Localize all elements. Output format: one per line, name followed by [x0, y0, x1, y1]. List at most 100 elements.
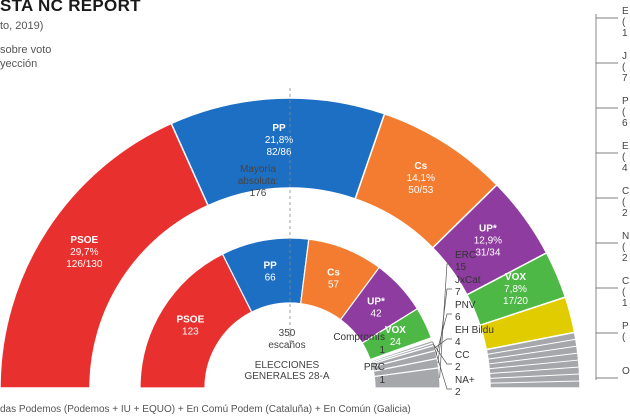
poll-right-label-line: 2 [622, 253, 628, 264]
poll-pct-label: 12,9% [474, 236, 502, 247]
poll-divider [487, 338, 576, 355]
small-party-name: ERC [455, 250, 476, 261]
small-party-seats: 1 [379, 345, 385, 356]
poll-pct-label: 14,1% [407, 173, 435, 184]
poll-segment-others [485, 331, 581, 389]
election-party-label: Cs [327, 267, 340, 278]
leader-line [435, 313, 452, 355]
election-label: ELECCIONES [255, 360, 320, 371]
poll-right-label: O [596, 366, 630, 379]
poll-right-label-line: 2 [622, 208, 628, 219]
election-arc [139, 237, 441, 389]
small-party-compromis: Compromís 1 [333, 332, 385, 356]
poll-pct-label: 7,8% [504, 284, 527, 295]
election-seats-label: 57 [328, 279, 340, 290]
election-party-label: VOX [385, 325, 406, 336]
small-party-cc: CC2 [433, 344, 469, 373]
small-party-na: NA+2 [432, 341, 475, 398]
poll-right-label-line: 4 [622, 163, 628, 174]
poll-right-label-line: C [622, 276, 629, 287]
leader-line [433, 344, 452, 365]
total-seats-label: 350 [279, 328, 296, 339]
election-party-label: UP* [367, 297, 385, 308]
small-party-name: PNV [455, 300, 476, 311]
poll-seats-label: 50/53 [408, 185, 433, 196]
small-party-name: JxCat [455, 275, 481, 286]
chart-title: STA NC REPORT [0, 0, 141, 15]
poll-right-label: C(2 [596, 186, 629, 219]
poll-right-label-line: ( [622, 17, 626, 28]
election-party-label: PSOE [176, 315, 204, 326]
poll-divider [489, 366, 580, 375]
poll-pct-label: 21,8% [265, 135, 293, 146]
poll-right-label: P(6 [596, 96, 629, 129]
poll-right-label-line: P [622, 96, 629, 107]
poll-seats-label: 31/34 [475, 248, 500, 259]
leader-line [439, 263, 452, 378]
poll-right-label: E(4 [596, 141, 629, 174]
chart-labels: PSOE29,7%126/130PP21,8%82/86Cs14,1%50/53… [66, 6, 630, 398]
poll-party-label: VOX [505, 272, 526, 283]
majority-label: 176 [250, 188, 267, 199]
election-label: GENERALES 28-A [244, 371, 329, 382]
poll-right-label-line: ( [622, 197, 626, 208]
legend-note-2: yección [0, 58, 38, 70]
date-note: to, 2019) [0, 20, 44, 32]
poll-right-label-line: 1 [622, 298, 628, 309]
poll-right-label: J(7 [596, 51, 628, 84]
poll-arc [0, 97, 581, 389]
small-party-name: NA+ [455, 375, 475, 386]
leader-line [437, 288, 452, 364]
leader-line [434, 338, 452, 349]
poll-seats-label: 82/86 [266, 147, 291, 158]
election-seats-label: 24 [390, 337, 402, 348]
small-party-seats: 4 [455, 337, 461, 348]
election-seats-label: 42 [370, 309, 382, 320]
poll-divider [488, 352, 578, 365]
total-seats-label: escaños [268, 340, 305, 351]
small-party-name: EH Bildu [455, 325, 494, 336]
small-party-seats: 2 [455, 387, 461, 398]
poll-right-label-line: E [622, 141, 629, 152]
small-party-name: CC [455, 350, 469, 361]
poll-right-label-line: C [622, 186, 629, 197]
small-party-name: PRC [364, 362, 385, 373]
leader-line [432, 341, 452, 390]
poll-party-label: PSOE [70, 235, 98, 246]
poll-right-label-line: 6 [622, 118, 628, 129]
poll-right-label: P( [596, 321, 629, 343]
small-party-seats: 15 [455, 262, 467, 273]
poll-right-label: N(2 [596, 231, 629, 264]
poll-divider [489, 380, 580, 384]
poll-party-label: Cs [414, 161, 427, 172]
poll-right-label-line: E [622, 6, 629, 17]
poll-right-label: E(1 [596, 6, 629, 39]
poll-right-label-line: ( [622, 242, 626, 253]
legend-note-1: sobre voto [0, 44, 52, 56]
poll-right-label-line: ( [622, 107, 626, 118]
election-label-up: UP*42 [367, 297, 385, 320]
poll-divider [489, 359, 579, 370]
poll-label-up: UP*12,9%31/34 [474, 224, 502, 259]
election-seats-label: 123 [182, 327, 199, 338]
poll-party-label: UP* [479, 224, 497, 235]
small-party-seats: 1 [379, 375, 385, 386]
majority-label: Mayoría [240, 164, 277, 175]
poll-right-label-line: J [622, 51, 627, 62]
poll-right-label-line: ( [622, 332, 626, 343]
poll-seats-label: 126/130 [66, 259, 103, 270]
election-segment-erc [373, 367, 441, 389]
poll-right-label-line: ( [622, 152, 626, 163]
